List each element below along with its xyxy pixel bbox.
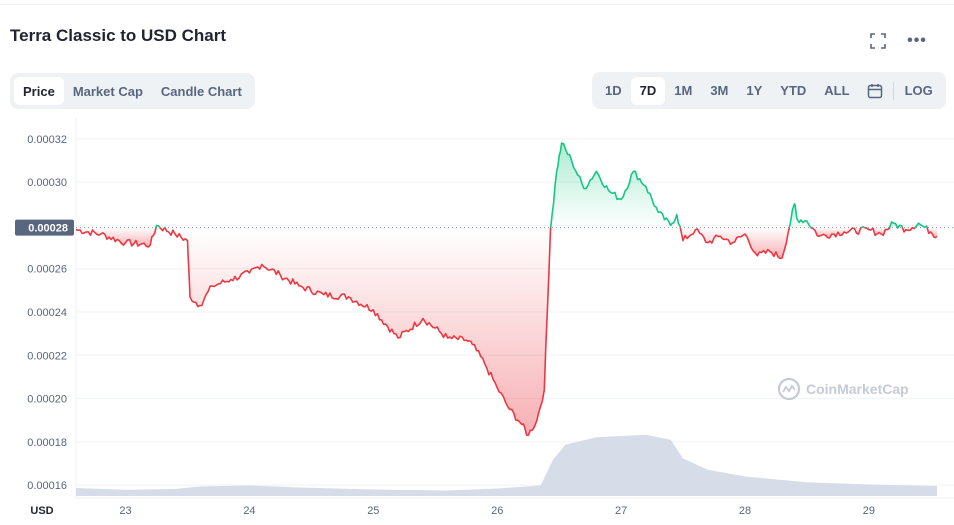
baseline-label: 0.00028 [28,223,68,235]
range-1y[interactable]: 1Y [746,83,763,98]
y-tick-label: 0.00026 [27,264,67,276]
y-tick-label: 0.00030 [27,177,67,189]
x-axis-unit-label: USD [30,505,53,517]
x-tick-label: 24 [243,505,255,517]
price-area-down [810,227,862,238]
price-chart: 0.00028 0.000320.000300.000260.000240.00… [15,118,954,517]
y-tick-label: 0.00016 [27,480,67,492]
y-tick-label: 0.00024 [27,307,67,319]
price-line-down [901,226,916,233]
volume-area [76,434,937,496]
x-axis: USD 23 24 25 26 27 28 29 [30,497,954,517]
price-line-up [549,142,682,228]
calendar-icon-glyph [867,83,882,98]
range-ytd[interactable]: YTD [780,83,807,98]
fullscreen-icon-glyph [870,33,886,49]
log-toggle[interactable]: LOG [904,83,933,98]
tab-price[interactable]: Price [14,77,64,105]
coinmarketcap-logo-mark [782,384,796,393]
top-divider [0,4,954,5]
more-icon-glyph: ••• [907,32,927,49]
baseline-label-bg [15,219,74,236]
price-area-down [164,227,551,436]
more-icon[interactable]: ••• [906,30,928,52]
coinmarketcap-logo-icon [777,377,801,401]
x-tick-label: 29 [863,505,875,517]
y-tick-label: 0.00020 [27,394,67,406]
tab-candle-chart[interactable]: Candle Chart [160,83,242,99]
y-axis: 0.00032 0.00030 0.00026 0.00024 0.00022 0.000… [27,134,67,492]
x-tick-label: 27 [615,505,627,517]
price-line-down [164,227,552,437]
tab-market-cap[interactable]: Market Cap [72,83,143,99]
price-area-down [76,227,156,247]
range-7d[interactable]: 7D [630,76,666,105]
view-tab-group: Price Market Cap Candle Chart [10,73,255,109]
price-area-up [550,143,681,228]
x-tick-label: 28 [739,505,751,517]
price-line-down [810,226,862,239]
price-line-down [926,227,938,239]
watermark-text: CoinMarketCap [806,381,909,397]
y-tick-label: 0.00032 [27,134,67,146]
price-line-up [788,203,812,229]
price-lines [75,142,938,437]
price-line-up [155,224,161,229]
price-line-down [863,226,891,237]
price-line-down [75,227,157,248]
price-line-down [679,227,791,260]
range-3m[interactable]: 3M [710,83,729,98]
y-tick-label: 0.00022 [27,350,67,362]
x-tick-label: 26 [491,505,503,517]
x-tick-label: 25 [367,505,379,517]
range-tab-group: 1D 7D 1M 3M 1Y YTD ALL LOG [592,72,946,109]
range-1d[interactable]: 1D [605,83,622,98]
price-line-up [897,224,904,229]
price-line-up [888,221,899,228]
fullscreen-icon[interactable] [867,30,889,52]
price-area-down [680,227,790,259]
baseline: 0.00028 [15,219,954,236]
watermark: CoinMarketCap [777,377,909,401]
volume-series [76,434,937,496]
chart-title: Terra Classic to USD Chart [10,26,227,45]
price-line-up [861,226,865,229]
x-tick-label: 23 [119,505,131,517]
range-all[interactable]: ALL [824,83,850,98]
price-line-down [159,227,166,232]
range-1m[interactable]: 1M [674,83,693,98]
y-tick-label: 0.00018 [27,437,67,449]
calendar-icon[interactable] [859,77,891,105]
range-divider [892,81,894,100]
price-line-up [914,222,928,229]
